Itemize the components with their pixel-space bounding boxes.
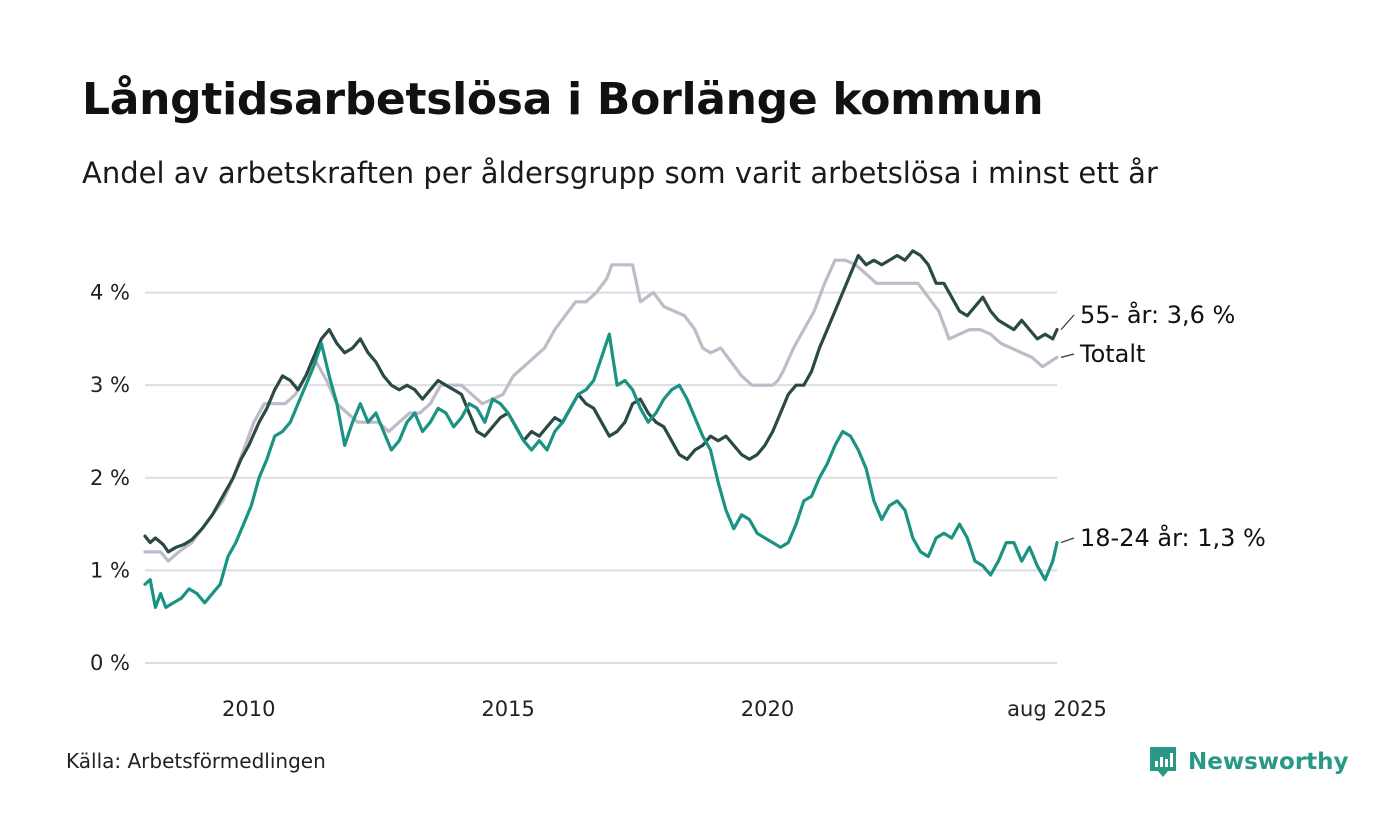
series-line-1824 bbox=[143, 332, 1059, 609]
series-line-totalt bbox=[143, 258, 1059, 563]
x-tick-label: 2015 bbox=[481, 697, 534, 721]
chart-title: Långtidsarbetslösa i Borlänge kommun bbox=[82, 74, 1044, 125]
y-tick-label: 4 % bbox=[90, 281, 130, 305]
y-tick-label: 3 % bbox=[90, 373, 130, 397]
chart-subtitle: Andel av arbetskraften per åldersgrupp s… bbox=[82, 156, 1158, 190]
newsworthy-logo-icon bbox=[1150, 747, 1176, 777]
y-tick-label: 0 % bbox=[90, 651, 130, 675]
y-axis-ticks: 0 % 1 % 2 % 3 % 4 % bbox=[90, 281, 130, 675]
series-label-55: 55- år: 3,6 % bbox=[1080, 300, 1235, 329]
series-end-labels: Totalt 55- år: 3,6 % 18-24 år: 1,3 % bbox=[1060, 300, 1266, 552]
y-tick-label: 1 % bbox=[90, 558, 130, 582]
source-credit: Källa: Arbetsförmedlingen bbox=[66, 749, 326, 773]
gridlines bbox=[145, 291, 1057, 664]
series-label-totalt: Totalt bbox=[1079, 340, 1145, 368]
label-connector bbox=[1060, 537, 1075, 544]
y-tick-label: 2 % bbox=[90, 466, 130, 490]
series-line-55 bbox=[143, 249, 1059, 554]
series-lines bbox=[143, 249, 1059, 609]
brand-logo[interactable]: Newsworthy bbox=[1148, 745, 1349, 779]
x-tick-label: 2010 bbox=[222, 697, 275, 721]
brand-name: Newsworthy bbox=[1188, 749, 1349, 775]
label-connector bbox=[1060, 314, 1075, 331]
x-tick-label: aug 2025 bbox=[1007, 697, 1107, 721]
label-connector bbox=[1060, 353, 1075, 358]
series-label-1824: 18-24 år: 1,3 % bbox=[1080, 523, 1266, 552]
x-axis-ticks: 2010 2015 2020 aug 2025 bbox=[222, 697, 1107, 721]
x-tick-label: 2020 bbox=[741, 697, 794, 721]
